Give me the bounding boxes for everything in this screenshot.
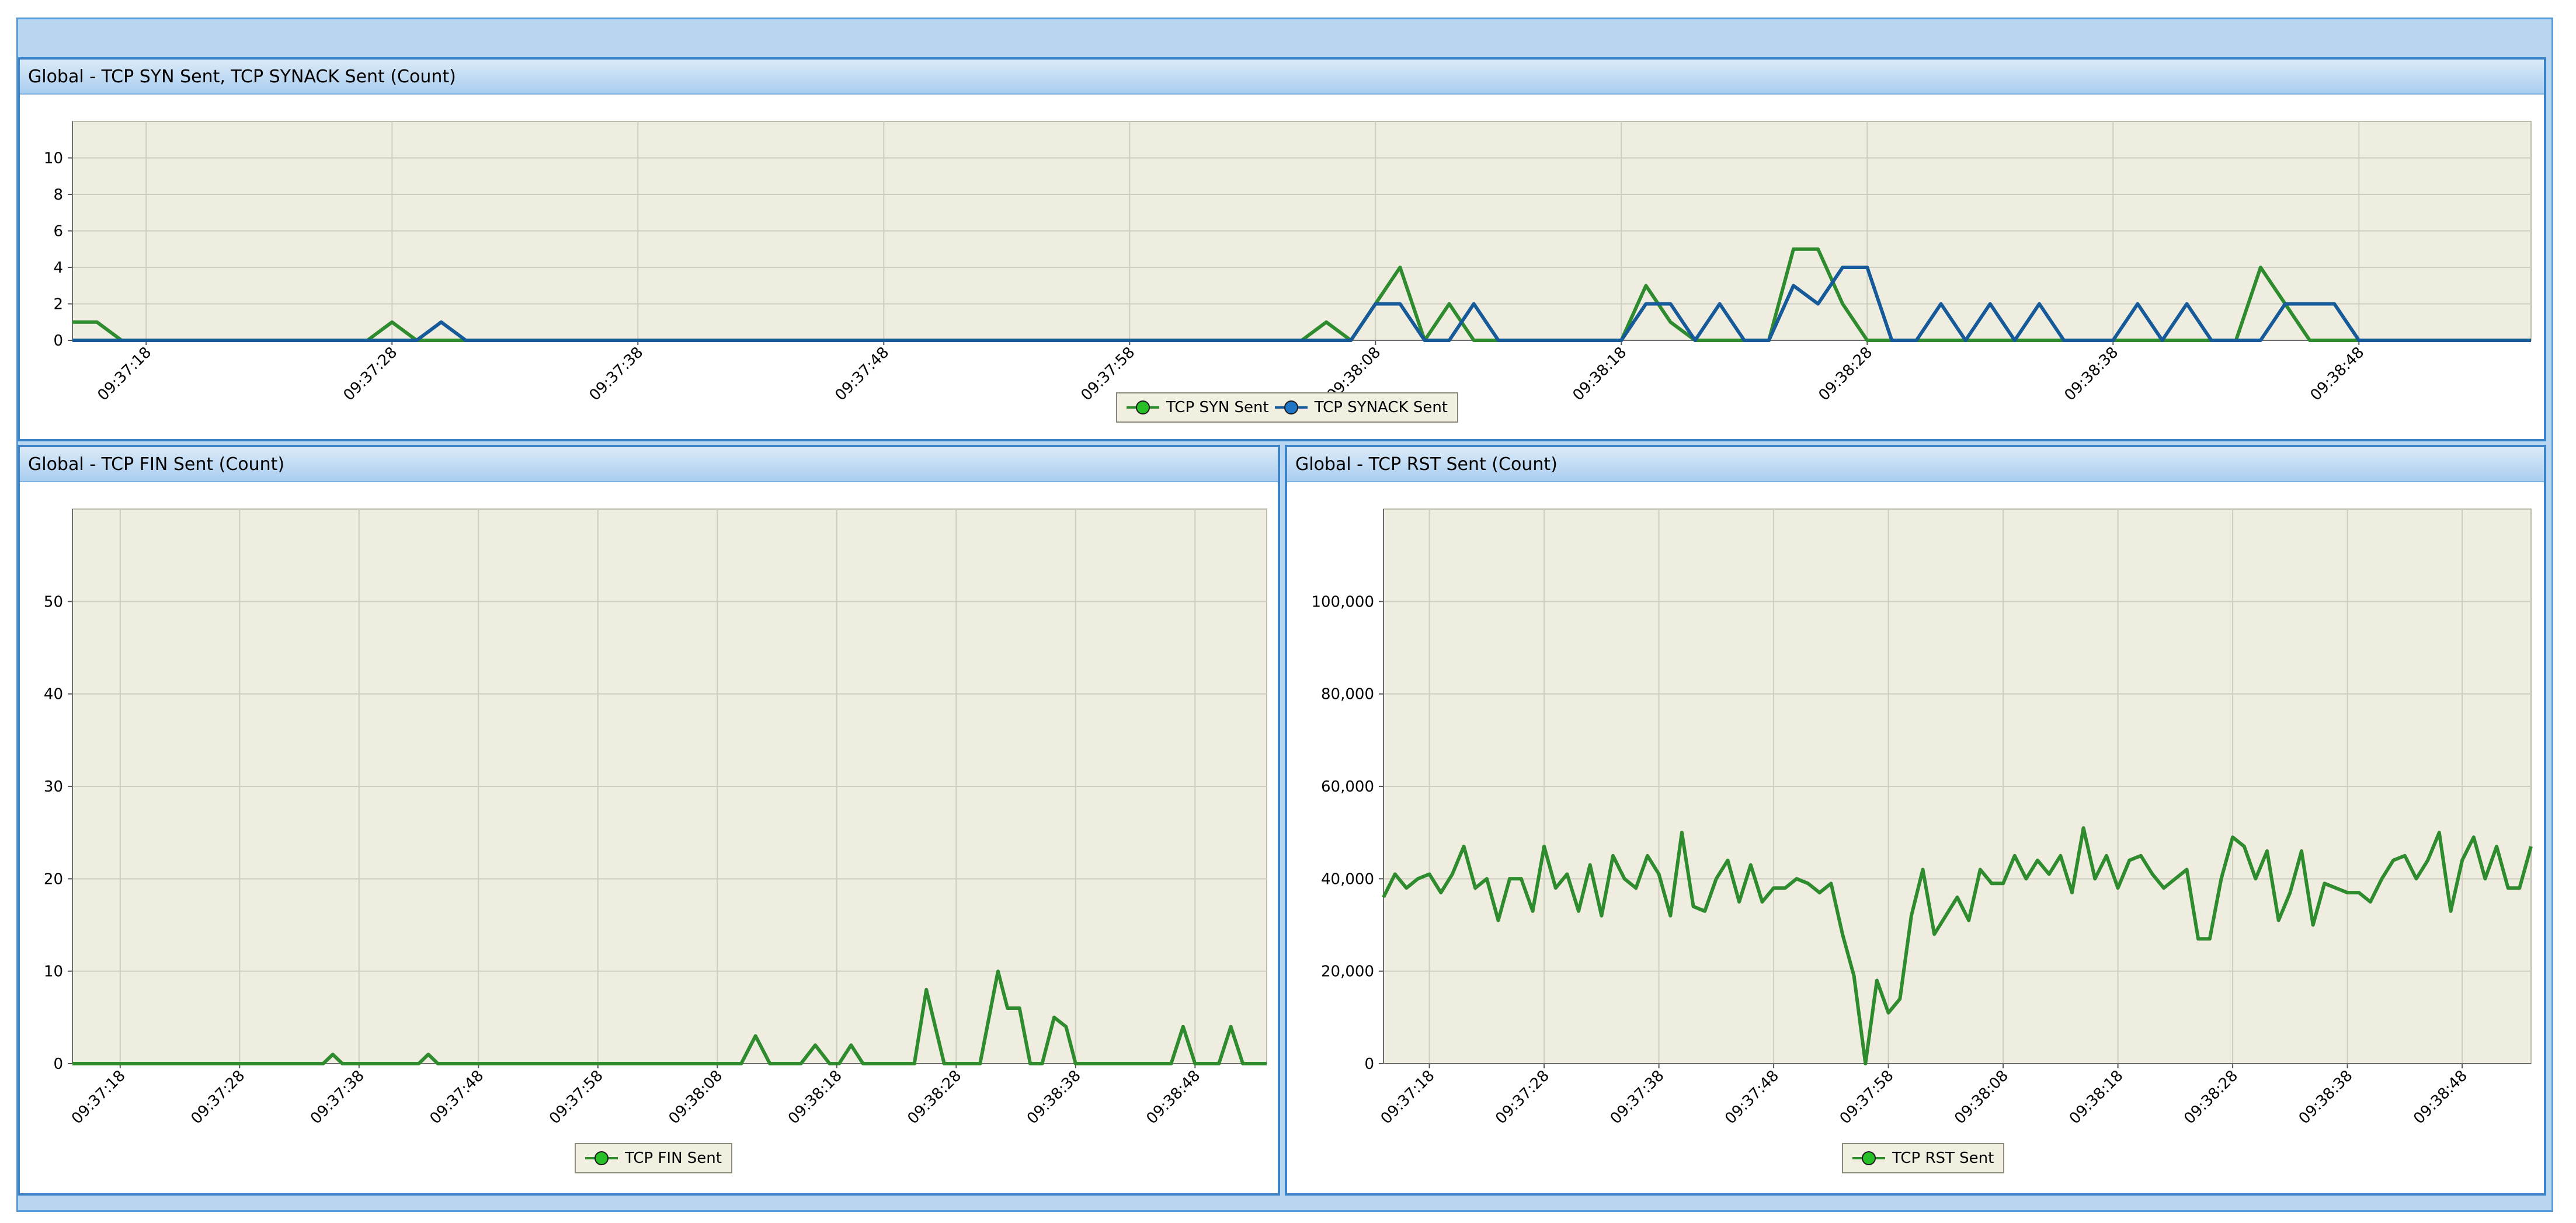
- x-tick-label: 09:37:28: [1492, 1067, 1553, 1128]
- y-tick-label: 10: [44, 963, 63, 981]
- x-tick-label: 09:38:48: [2307, 344, 2368, 405]
- x-tick-label: 09:38:38: [2296, 1067, 2356, 1128]
- legend-item: TCP SYNACK Sent: [1274, 398, 1448, 417]
- legend-marker-icon: [1127, 398, 1159, 417]
- x-tick-label: 09:37:38: [586, 344, 646, 405]
- x-tick-label: 09:38:38: [2061, 344, 2122, 405]
- x-tick-label: 09:37:48: [832, 344, 892, 405]
- fin-chart: 0 10 20 30 40 50 09:37:18 09:37:28 09:37:38 09:37…: [44, 508, 1267, 1128]
- y-tick-label: 4: [53, 259, 63, 277]
- series-line-tcp-rst-sent: [1382, 826, 2533, 1065]
- legend-marker-icon: [1852, 1149, 1885, 1168]
- y-tick-label: 30: [44, 778, 63, 796]
- x-tick-label: 09:38:18: [785, 1067, 846, 1128]
- x-tick-label: 09:37:38: [307, 1067, 368, 1128]
- x-tick-label: 09:38:38: [1024, 1067, 1084, 1128]
- series-line-tcp-fin-sent: [72, 969, 1267, 1065]
- x-tick-label: 09:37:58: [546, 1067, 607, 1128]
- y-tick-label: 40,000: [1321, 870, 1374, 888]
- panel-title-bar[interactable]: Global - TCP FIN Sent (Count): [20, 447, 1278, 482]
- rst-panel: Global - TCP RST Sent (Count) 0 20,000 40,…: [1285, 445, 2546, 1196]
- x-tick-label: 09:38:08: [1951, 1067, 2012, 1128]
- x-tick-label: 09:38:48: [2410, 1067, 2471, 1128]
- x-tick-label: 09:37:18: [1378, 1067, 1438, 1128]
- rst-chart: 0 20,000 40,000 60,000 80,000 100,000 09:37:18…: [1311, 508, 2533, 1128]
- legend-label: TCP SYNACK Sent: [1314, 399, 1448, 416]
- legend-item: TCP FIN Sent: [585, 1149, 722, 1168]
- x-tick-label: 09:37:58: [1837, 1067, 1897, 1128]
- x-tick-label: 09:38:28: [1815, 344, 1876, 405]
- panel-title: Global - TCP RST Sent (Count): [1295, 454, 1558, 475]
- x-tick-label: 09:37:18: [94, 344, 155, 405]
- legend-item: TCP RST Sent: [1852, 1149, 1994, 1168]
- x-tick-label: 09:38:08: [665, 1067, 726, 1128]
- legend-marker-icon: [585, 1149, 618, 1168]
- legend-label: TCP FIN Sent: [625, 1149, 722, 1167]
- y-tick-label: 0: [53, 1055, 63, 1073]
- y-tick-label: 2: [53, 296, 63, 313]
- panel-title: Global - TCP FIN Sent (Count): [28, 454, 285, 475]
- legend-label: TCP SYN Sent: [1166, 399, 1269, 416]
- x-tick-label: 09:37:18: [68, 1067, 129, 1128]
- y-tick-label: 6: [53, 223, 63, 241]
- y-tick-label: 20,000: [1321, 963, 1374, 981]
- legend-item: TCP SYN Sent: [1127, 398, 1269, 417]
- syn-synack-chart: 0 2 4 6 8 10 09:37:18 09:37:28 09:37:38 09:37:48 0…: [44, 121, 2532, 405]
- x-tick-label: 09:38:28: [904, 1067, 965, 1128]
- x-tick-label: 09:38:18: [1569, 344, 1630, 405]
- syn-synack-panel: Global - TCP SYN Sent, TCP SYNACK Sent (…: [18, 57, 2546, 441]
- y-tick-label: 20: [44, 870, 63, 888]
- chart-legend: TCP SYN Sent TCP SYNACK Sent: [1116, 392, 1458, 423]
- x-tick-label: 09:38:18: [2066, 1067, 2127, 1128]
- chart-legend: TCP RST Sent: [1842, 1143, 2005, 1173]
- legend-label: TCP RST Sent: [1892, 1149, 1994, 1167]
- y-tick-label: 50: [44, 593, 63, 611]
- panel-title: Global - TCP SYN Sent, TCP SYNACK Sent (…: [28, 67, 456, 87]
- y-tick-label: 0: [1364, 1055, 1374, 1073]
- legend-marker-icon: [1274, 398, 1308, 417]
- panel-title-bar[interactable]: Global - TCP SYN Sent, TCP SYNACK Sent (…: [20, 60, 2544, 95]
- fin-panel: Global - TCP FIN Sent (Count) 0 10 20 30 40 5…: [18, 445, 1280, 1196]
- y-tick-label: 40: [44, 686, 63, 703]
- y-tick-label: 60,000: [1321, 778, 1374, 796]
- series-line-tcp-synack-sent: [72, 266, 2531, 342]
- y-tick-label: 100,000: [1311, 593, 1374, 611]
- x-tick-label: 09:38:48: [1143, 1067, 1204, 1128]
- y-tick-label: 0: [53, 332, 63, 350]
- x-tick-label: 09:38:28: [2181, 1067, 2241, 1128]
- y-tick-label: 8: [53, 186, 63, 204]
- x-tick-label: 09:37:28: [187, 1067, 248, 1128]
- x-tick-label: 09:37:38: [1607, 1067, 1668, 1128]
- y-tick-label: 80,000: [1321, 686, 1374, 703]
- x-tick-label: 09:37:28: [340, 344, 401, 405]
- panel-title-bar[interactable]: Global - TCP RST Sent (Count): [1287, 447, 2544, 482]
- x-tick-label: 09:37:48: [426, 1067, 487, 1128]
- x-tick-label: 09:37:48: [1722, 1067, 1782, 1128]
- y-tick-label: 10: [44, 150, 63, 168]
- chart-legend: TCP FIN Sent: [575, 1143, 732, 1173]
